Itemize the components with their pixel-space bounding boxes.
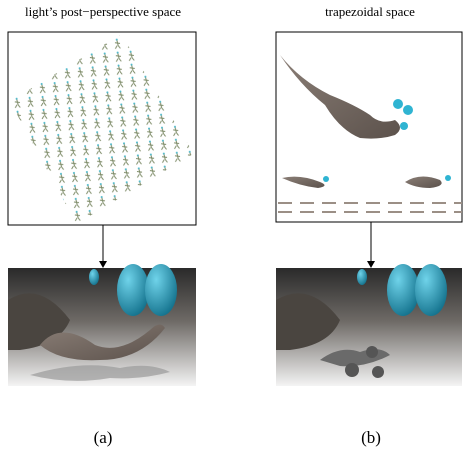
caption: (a)	[94, 428, 113, 447]
caption: (b)	[361, 428, 381, 447]
render-a	[8, 264, 196, 386]
arrow-head	[367, 261, 375, 268]
page: light’s post−perspective space (a) trape…	[0, 0, 464, 448]
arrow-head	[99, 261, 107, 268]
panel-title: trapezoidal space	[325, 4, 415, 19]
panel-title: light’s post−perspective space	[25, 4, 181, 19]
figure: light’s post−perspective space (a) trape…	[0, 0, 464, 448]
render-b	[276, 264, 462, 386]
